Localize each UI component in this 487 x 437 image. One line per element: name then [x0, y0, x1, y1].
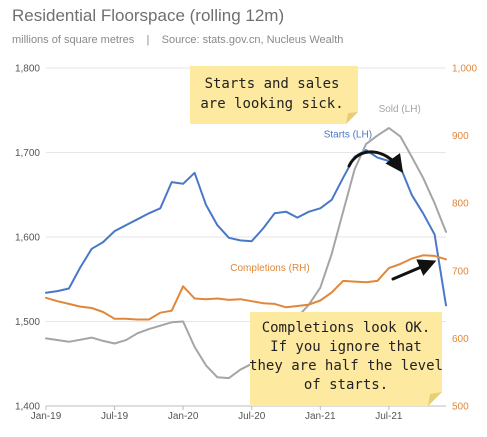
note-bottom-line-3: they are half the level [249, 358, 443, 374]
series-label-sold-lh: Sold (LH) [379, 104, 421, 115]
right-axis: 500 600 700 800 900 1,000 [452, 64, 477, 413]
note-completions: Completions look OK. If you ignore that … [249, 312, 443, 406]
subtitle-source: Source: stats.gov.cn, Nucleus Wealth [161, 34, 344, 46]
y-left-tick-label: 1,600 [15, 233, 40, 244]
y-left-tick-label: 1,500 [15, 317, 40, 328]
chart-title: Residential Floorspace (rolling 12m) [12, 6, 285, 25]
y-right-tick-label: 800 [452, 199, 469, 210]
subtitle-separator: | [146, 34, 150, 46]
note-top-curl [346, 112, 358, 124]
arrow-up-right [391, 259, 437, 281]
y-right-tick-label: 500 [452, 402, 469, 413]
note-top-line-2: are looking sick. [200, 96, 343, 112]
note-bottom-paper [250, 312, 442, 406]
note-bottom-line-4: of starts. [304, 377, 388, 393]
series-line-completions-rh [45, 254, 447, 321]
y-left-tick-label: 1,700 [15, 148, 40, 159]
note-starts-sales: Starts and sales are looking sick. [190, 66, 358, 124]
note-top-line-1: Starts and sales [205, 76, 340, 92]
x-tick-label: Jul-19 [101, 411, 129, 422]
series-line-starts-lh [45, 149, 447, 307]
note-bottom-line-2: If you ignore that [270, 339, 422, 355]
series-label-starts-lh: Starts (LH) [324, 129, 372, 140]
subtitle-unit: millions of square metres [12, 34, 135, 46]
x-axis: Jan-19 Jul-19 Jan-20 Jul-20 Jan-21 Jul-21 [31, 406, 403, 422]
y-right-tick-label: 900 [452, 131, 469, 142]
y-left-tick-label: 1,400 [15, 402, 40, 413]
note-top-paper [190, 66, 358, 124]
x-tick-label: Jul-20 [238, 411, 266, 422]
x-tick-label: Jan-20 [168, 411, 199, 422]
x-tick-label: Jul-21 [375, 411, 403, 422]
note-bottom-line-1: Completions look OK. [262, 320, 431, 336]
left-axis: 1,400 1,500 1,600 1,700 1,800 [15, 64, 40, 413]
x-tick-label: Jan-21 [305, 411, 336, 422]
arrow-down-curve [347, 150, 404, 173]
chart-subtitle: millions of square metres | Source: stat… [12, 34, 343, 46]
x-tick-label: Jan-19 [31, 411, 62, 422]
series-label-completions-rh: Completions (RH) [230, 263, 309, 274]
y-right-tick-label: 600 [452, 334, 469, 345]
y-right-tick-label: 1,000 [452, 64, 477, 75]
note-bottom-curl [428, 392, 442, 406]
y-right-tick-label: 700 [452, 266, 469, 277]
y-left-tick-label: 1,800 [15, 64, 40, 75]
